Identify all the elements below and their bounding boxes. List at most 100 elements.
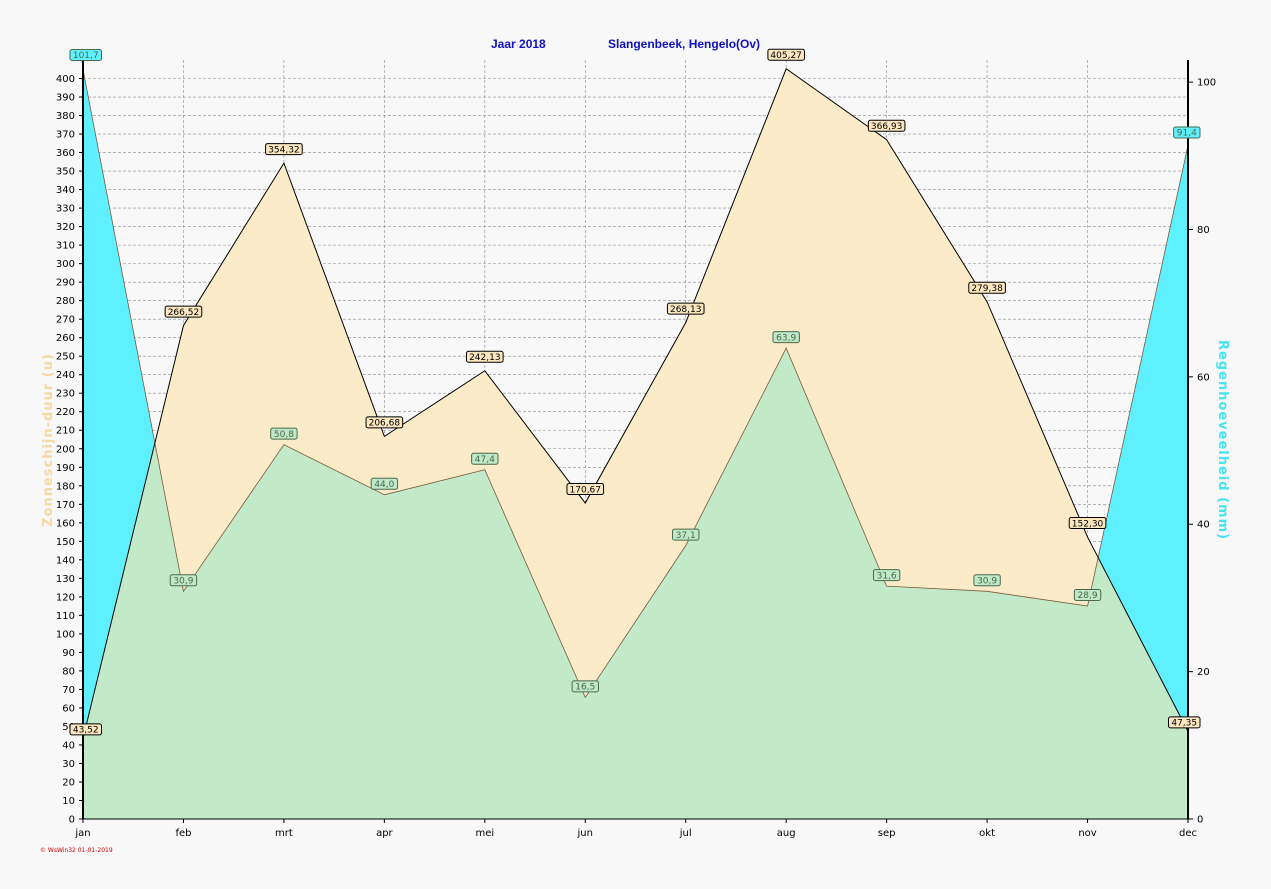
sunshine-label-text: 206,68: [369, 419, 401, 429]
y-tick-left-label: 190: [56, 463, 75, 474]
sunshine-label-text: 266,52: [168, 308, 200, 318]
y-tick-left-label: 20: [62, 777, 75, 788]
sunshine-label: 405,27: [767, 48, 805, 61]
rain-label-text: 44,0: [374, 480, 394, 490]
rain-label-box: [772, 331, 800, 344]
rain-label-text: 16,5: [575, 683, 595, 693]
rain-label-box: [471, 452, 499, 465]
sunshine-label-box: [466, 350, 504, 363]
x-tick-label: nov: [1078, 828, 1096, 839]
sunshine-label-box: [767, 48, 805, 61]
rain-label: 101,7: [69, 49, 102, 61]
sunshine-label: 170,67: [566, 483, 605, 496]
rain-label: 47,4: [471, 452, 499, 465]
rain-label-box: [1173, 126, 1201, 139]
y-tick-left-label: 310: [56, 241, 75, 252]
rain-label: 44,0: [370, 477, 399, 490]
rain-label-text: 31,6: [877, 571, 897, 581]
sunshine-label-box: [666, 302, 705, 315]
y-tick-left-label: 230: [56, 389, 75, 400]
y-tick-left-label: 330: [56, 204, 75, 215]
rain-label-text: 101,7: [73, 51, 99, 61]
rain-label-box: [973, 574, 1001, 587]
y-tick-right-label: 80: [1197, 225, 1210, 236]
sunshine-label-box: [566, 483, 605, 496]
y-tick-left-label: 50: [62, 722, 75, 733]
sunshine-label-box: [365, 416, 404, 429]
y-tick-left-label: 70: [62, 685, 75, 696]
y-tick-left-label: 80: [62, 666, 75, 677]
x-tick-label: feb: [175, 828, 191, 839]
x-tick-label: mei: [475, 828, 494, 839]
sunshine-label-text: 47,35: [1171, 719, 1197, 729]
y-tick-left-label: 290: [56, 278, 75, 289]
sunshine-label: 266,52: [164, 305, 203, 318]
rain-label: 50,8: [270, 427, 298, 440]
sunshine-label-box: [1168, 716, 1201, 729]
sunshine-label-box: [1068, 517, 1107, 530]
rain-label-box: [571, 680, 599, 693]
y-tick-left-label: 30: [62, 759, 75, 770]
sunshine-label: 47,35: [1168, 716, 1201, 729]
y-tick-left-label: 140: [56, 555, 75, 566]
sunshine-label-box: [265, 143, 303, 156]
y-axis-left-title: Zonneschijn-duur (u): [41, 353, 56, 527]
y-tick-left-label: 370: [56, 130, 75, 141]
y-tick-right-label: 60: [1197, 372, 1210, 383]
y-tick-left-label: 10: [62, 796, 75, 807]
rain-label-box: [370, 477, 399, 490]
axes: [82, 60, 1189, 820]
y-tick-left-label: 270: [56, 315, 75, 326]
y-tick-left-label: 200: [56, 444, 75, 455]
sunshine-label: 366,93: [867, 119, 906, 132]
rain-label: 28,9: [1073, 589, 1102, 602]
sunshine-label-text: 405,27: [770, 51, 802, 61]
x-tick-label: jun: [577, 828, 593, 839]
y-tick-right-label: 20: [1197, 667, 1210, 678]
rain-label-box: [1073, 589, 1102, 602]
rain-label-box: [872, 569, 901, 582]
y-tick-left-label: 130: [56, 574, 75, 585]
y-tick-left-label: 180: [56, 481, 75, 492]
y-tick-left-label: 150: [56, 537, 75, 548]
sunshine-label: 206,68: [365, 416, 404, 429]
sunshine-label-text: 354,32: [268, 145, 300, 155]
y-tick-left-label: 110: [56, 611, 75, 622]
y-tick-left-label: 280: [56, 296, 75, 307]
rain-label: 16,5: [571, 680, 599, 693]
y-tick-left-label: 210: [56, 426, 75, 437]
rain-label: 30,9: [973, 574, 1001, 587]
sunshine-label-box: [968, 281, 1006, 294]
rain-label-box: [69, 49, 102, 61]
x-tick-label: jul: [679, 828, 692, 839]
data-labels: 101,7 30,9 50,8 44,0 47,4 16,5 37,1 63,9 31,6 30,…: [69, 48, 1201, 736]
y-tick-left-label: 90: [62, 648, 75, 659]
sunshine-line: [82, 67, 1189, 739]
ticks: 0 10 20 30 40 50 60 70 80 90 100 110 120 130 140 150 160…: [56, 74, 1216, 839]
rain-label-text: 30,9: [977, 577, 997, 587]
rain-label-text: 30,9: [173, 577, 193, 587]
rain-label: 31,6: [872, 569, 901, 582]
sunshine-line-path: [82, 67, 1189, 739]
rain-label-box: [169, 574, 198, 587]
y-tick-left-label: 380: [56, 111, 75, 122]
sunshine-label-text: 279,38: [971, 284, 1003, 294]
sunshine-label-text: 43,52: [73, 726, 99, 736]
y-tick-left-label: 390: [56, 93, 75, 104]
y-tick-left-label: 240: [56, 370, 75, 381]
sunshine-label-text: 366,93: [871, 122, 903, 132]
sunshine-label: 268,13: [666, 302, 705, 315]
y-tick-left-label: 360: [56, 148, 75, 159]
sunshine-label-text: 152,30: [1072, 519, 1104, 529]
rain-label: 37,1: [672, 528, 700, 541]
sunshine-label-box: [867, 119, 906, 132]
y-tick-left-label: 340: [56, 185, 75, 196]
rain-label-text: 63,9: [776, 333, 796, 343]
y-tick-left-label: 170: [56, 500, 75, 511]
sunshine-label: 279,38: [968, 281, 1006, 294]
chart-title-year: Jaar 2018: [491, 37, 546, 51]
x-tick-label: okt: [979, 828, 995, 839]
rain-label-box: [270, 427, 298, 440]
sunshine-label-box: [164, 305, 203, 318]
